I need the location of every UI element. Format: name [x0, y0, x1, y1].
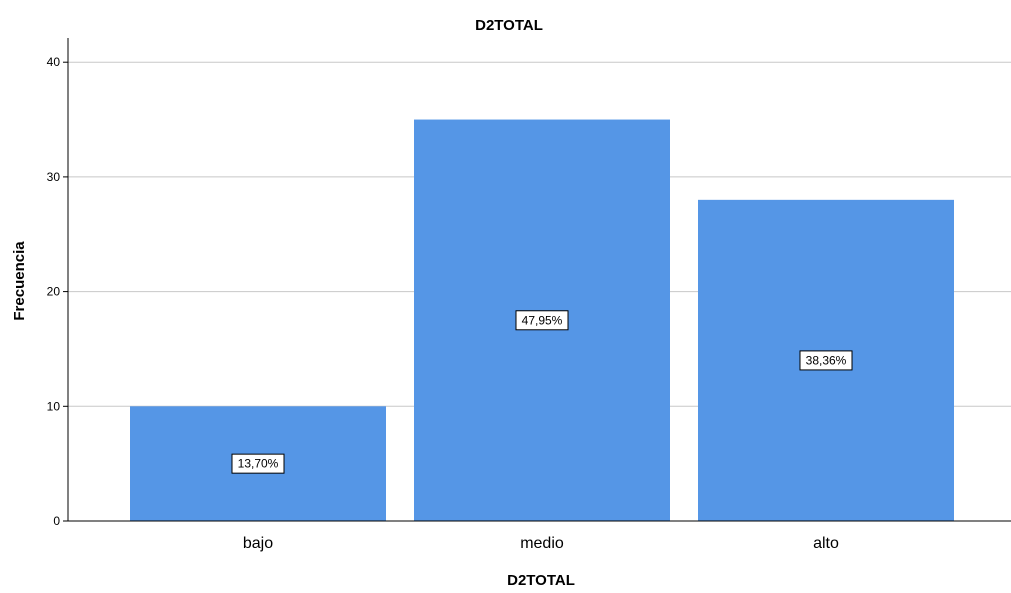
x-tick-label: bajo: [243, 535, 273, 552]
y-tick-label: 20: [47, 285, 61, 299]
data-label-box: [799, 350, 853, 371]
data-label-alto: 38,36%: [806, 353, 847, 367]
x-tick-label: medio: [520, 535, 564, 552]
data-label-box: [515, 310, 569, 331]
y-axis-title: Frecuencia: [11, 241, 28, 321]
axes: [67, 38, 1011, 522]
data-label-bajo: 13,70%: [238, 457, 279, 471]
data-labels: 13,70% 47,95% 38,36%: [231, 310, 853, 474]
x-tick-label: alto: [813, 535, 839, 552]
y-tick-label: 10: [47, 399, 61, 413]
y-tick-labels: 0 10 20 30 40: [47, 55, 68, 528]
y-tick-label: 30: [47, 170, 61, 184]
x-axis-title: D2TOTAL: [507, 572, 575, 589]
y-tick-label: 0: [53, 514, 60, 528]
chart-title: D2TOTAL: [475, 17, 543, 34]
data-label-box: [231, 453, 285, 474]
y-tick-label: 40: [47, 55, 61, 69]
x-tick-labels: bajo medio alto: [243, 535, 839, 552]
data-label-medio: 47,95%: [522, 313, 563, 327]
